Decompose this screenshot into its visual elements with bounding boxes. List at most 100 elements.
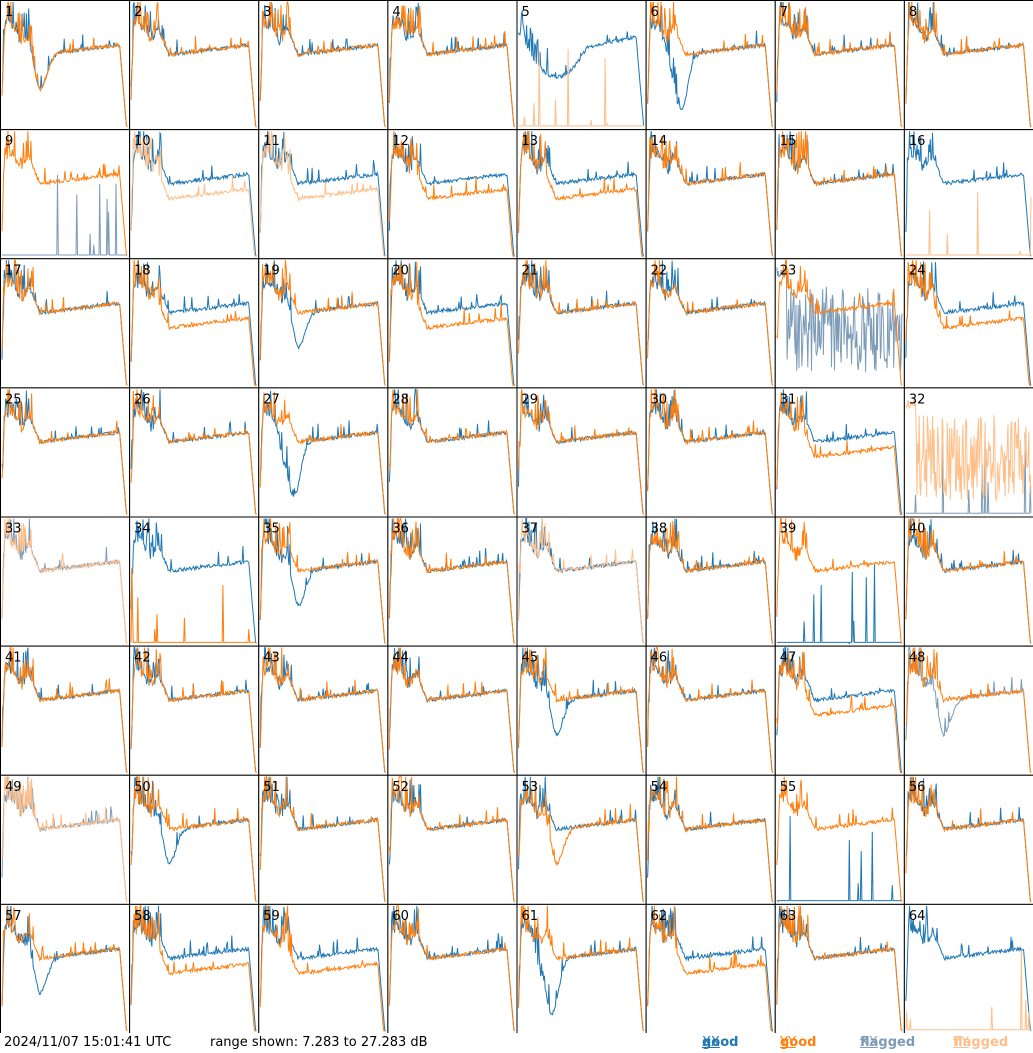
series-yy-panel-27 — [259, 391, 386, 515]
panel-label: 6 — [651, 5, 659, 20]
series-yy-panel-10 — [130, 131, 257, 257]
panel-9: 9 — [0, 129, 131, 260]
panel-29: 29 — [516, 387, 647, 518]
series-yy-panel-52 — [388, 776, 515, 903]
panel-32: 32 — [903, 387, 1033, 518]
panel-53: 53 — [516, 774, 647, 905]
panel-label: 40 — [909, 522, 926, 537]
panel-24: 24 — [903, 258, 1033, 389]
panel-label: 62 — [651, 909, 668, 924]
series-xx-panel-58 — [130, 905, 257, 1032]
panel-13: 13 — [516, 129, 647, 260]
legend-good-yy-label: good — [780, 1035, 817, 1050]
panel-6: 6 — [645, 0, 776, 131]
panel-label: 56 — [909, 780, 926, 795]
series-yy-panel-54 — [647, 776, 774, 903]
panel-18: 18 — [129, 258, 260, 389]
series-yy-panel-14 — [647, 135, 774, 257]
panel-label: 26 — [134, 392, 151, 407]
panel-label: 45 — [522, 651, 539, 666]
series-xx-panel-55 — [776, 816, 902, 902]
panel-frame — [774, 0, 905, 131]
panel-label: 3 — [263, 5, 271, 20]
panel-11: 11 — [258, 129, 389, 260]
panel-label: 63 — [780, 909, 797, 924]
panel-frame — [129, 0, 260, 131]
panel-label: 61 — [522, 909, 539, 924]
panel-26: 26 — [129, 387, 260, 518]
panel-10: 10 — [129, 129, 260, 260]
panel-frame — [903, 645, 1033, 776]
series-xx-panel-28 — [388, 388, 515, 515]
panel-frame — [645, 774, 776, 905]
panel-label: 48 — [909, 651, 926, 666]
series-xx-panel-39 — [776, 564, 902, 645]
series-yy-panel-53 — [518, 782, 645, 903]
panel-frame — [258, 258, 389, 389]
panel-label: 24 — [909, 263, 926, 278]
panel-37: 37 — [516, 516, 647, 647]
panel-label: 60 — [392, 909, 409, 924]
panel-label: 44 — [392, 651, 409, 666]
panel-48: 48 — [903, 645, 1033, 776]
panel-frame — [0, 903, 131, 1033]
panel-label: 7 — [780, 5, 788, 20]
panel-frame — [516, 258, 647, 389]
series-yy-panel-49 — [1, 776, 128, 903]
panel-frame — [258, 903, 389, 1033]
series-yy-panel-38 — [647, 520, 774, 644]
series-xx-panel-9 — [2, 174, 128, 256]
series-yy-panel-63 — [776, 905, 903, 1032]
panel-17: 17 — [0, 258, 131, 389]
panel-3: 3 — [258, 0, 389, 131]
panel-frame — [903, 774, 1033, 905]
series-yy-panel-4 — [388, 5, 515, 128]
series-xx-panel-33 — [1, 518, 128, 644]
legend-good-yy-pol: YY — [780, 1035, 796, 1050]
series-yy-panel-17 — [1, 259, 128, 386]
panel-44: 44 — [387, 645, 518, 776]
panel-frame — [129, 645, 260, 776]
series-yy-panel-23 — [776, 259, 903, 386]
panel-label: 39 — [780, 522, 797, 537]
panel-52: 52 — [387, 774, 518, 905]
series-yy-panel-3 — [259, 0, 386, 128]
panel-label: 16 — [909, 134, 926, 149]
panel-frame — [903, 0, 1033, 131]
panel-14: 14 — [645, 129, 776, 260]
panel-15: 15 — [774, 129, 905, 260]
panel-frame — [258, 774, 389, 905]
series-yy-panel-33 — [1, 518, 128, 644]
series-xx-panel-14 — [647, 131, 774, 257]
legend-flagged-xx-pol: XX — [860, 1035, 878, 1050]
panel-label: 18 — [134, 263, 151, 278]
panel-49: 49 — [0, 774, 131, 905]
legend-flagged-xx-label: flagged — [860, 1035, 916, 1050]
panel-34: 34 — [129, 516, 260, 647]
panel-64: 64 — [903, 903, 1033, 1033]
panel-label: 9 — [5, 134, 13, 149]
panel-16: 16 — [903, 129, 1033, 260]
series-yy-panel-50 — [130, 776, 257, 903]
series-yy-panel-32 — [905, 397, 1032, 503]
series-yy-panel-16 — [905, 191, 1032, 256]
panel-label: 59 — [263, 909, 280, 924]
panel-62: 62 — [645, 903, 776, 1033]
series-yy-panel-24 — [905, 260, 1031, 386]
panel-frame — [129, 516, 260, 647]
panel-60: 60 — [387, 903, 518, 1033]
panel-19: 19 — [258, 258, 389, 389]
series-xx-panel-62 — [647, 905, 774, 1032]
panel-51: 51 — [258, 774, 389, 905]
series-yy-panel-15 — [776, 131, 903, 257]
series-yy-panel-36 — [388, 517, 515, 644]
panel-label: 22 — [651, 263, 668, 278]
panel-2: 2 — [129, 0, 260, 131]
panel-label: 32 — [909, 392, 926, 407]
panel-55: 55 — [774, 774, 905, 905]
panel-label: 23 — [780, 263, 797, 278]
series-yy-panel-48 — [905, 647, 1032, 773]
series-yy-panel-45 — [518, 647, 645, 773]
panel-label: 64 — [909, 909, 926, 924]
panel-21: 21 — [516, 258, 647, 389]
